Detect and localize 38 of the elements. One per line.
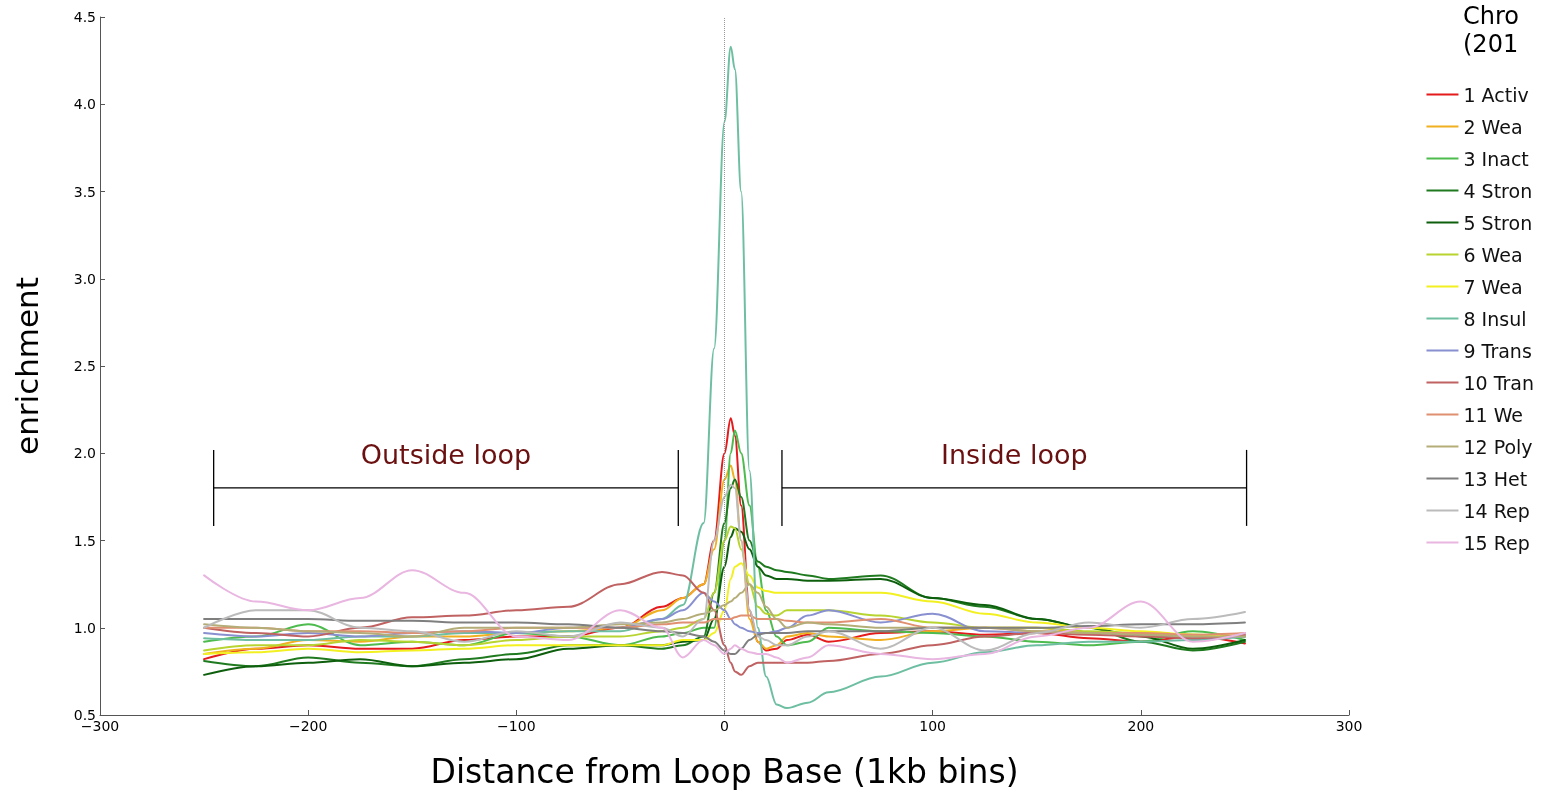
legend-label: 1 Activ [1463, 83, 1529, 106]
annotation: Inside loop [940, 438, 1088, 470]
y-tick-label: 4.5 [73, 9, 96, 25]
legend-label: 3 Inact [1463, 147, 1529, 170]
y-tick-label: 3.5 [73, 183, 96, 200]
y-tick-label: 1.0 [73, 619, 96, 636]
x-tick-label: 0 [720, 718, 729, 734]
legend-label: 9 Trans [1463, 339, 1532, 362]
legend-label: 8 Insul [1463, 307, 1527, 330]
x-tick-label: −100 [497, 718, 536, 734]
legend-label: 5 Stron [1463, 211, 1533, 234]
y-tick-label: 1.5 [73, 532, 96, 549]
x-tick-label: 300 [1335, 718, 1363, 734]
y-tick-label: 2.0 [73, 445, 96, 462]
legend-label: 11 We [1463, 403, 1524, 426]
annotation: Outside loop [360, 438, 532, 470]
y-tick-label: 2.5 [73, 358, 96, 374]
legend-label: 2 Wea [1463, 115, 1523, 138]
legend-label: 6 Wea [1463, 243, 1523, 266]
x-tick-label: 200 [1127, 718, 1155, 734]
y-tick-label: 4.0 [73, 96, 96, 113]
x-tick-label: −200 [288, 718, 328, 734]
legend-label: 13 Het [1463, 467, 1528, 490]
line-series [203, 583, 1246, 638]
legend-label: 12 Poly [1463, 435, 1533, 458]
x-axis-title: Distance from Loop Base (1kb bins) [430, 752, 1019, 791]
line-series [203, 527, 1246, 676]
legend-label: 15 Rep [1463, 531, 1530, 554]
legend-label: 14 Rep [1463, 499, 1530, 522]
legend-label: 10 Tran [1463, 371, 1534, 394]
line-series [203, 45, 1246, 710]
legend-label: 4 Stron [1463, 179, 1533, 202]
y-tick-label: 3.0 [73, 270, 96, 287]
x-tick-label: 100 [919, 718, 947, 734]
legend-title: Chro (201 [1463, 2, 1520, 58]
y-axis-title: enrichment [8, 277, 45, 455]
line-series [203, 618, 1246, 655]
legend-label: 7 Wea [1463, 275, 1523, 298]
